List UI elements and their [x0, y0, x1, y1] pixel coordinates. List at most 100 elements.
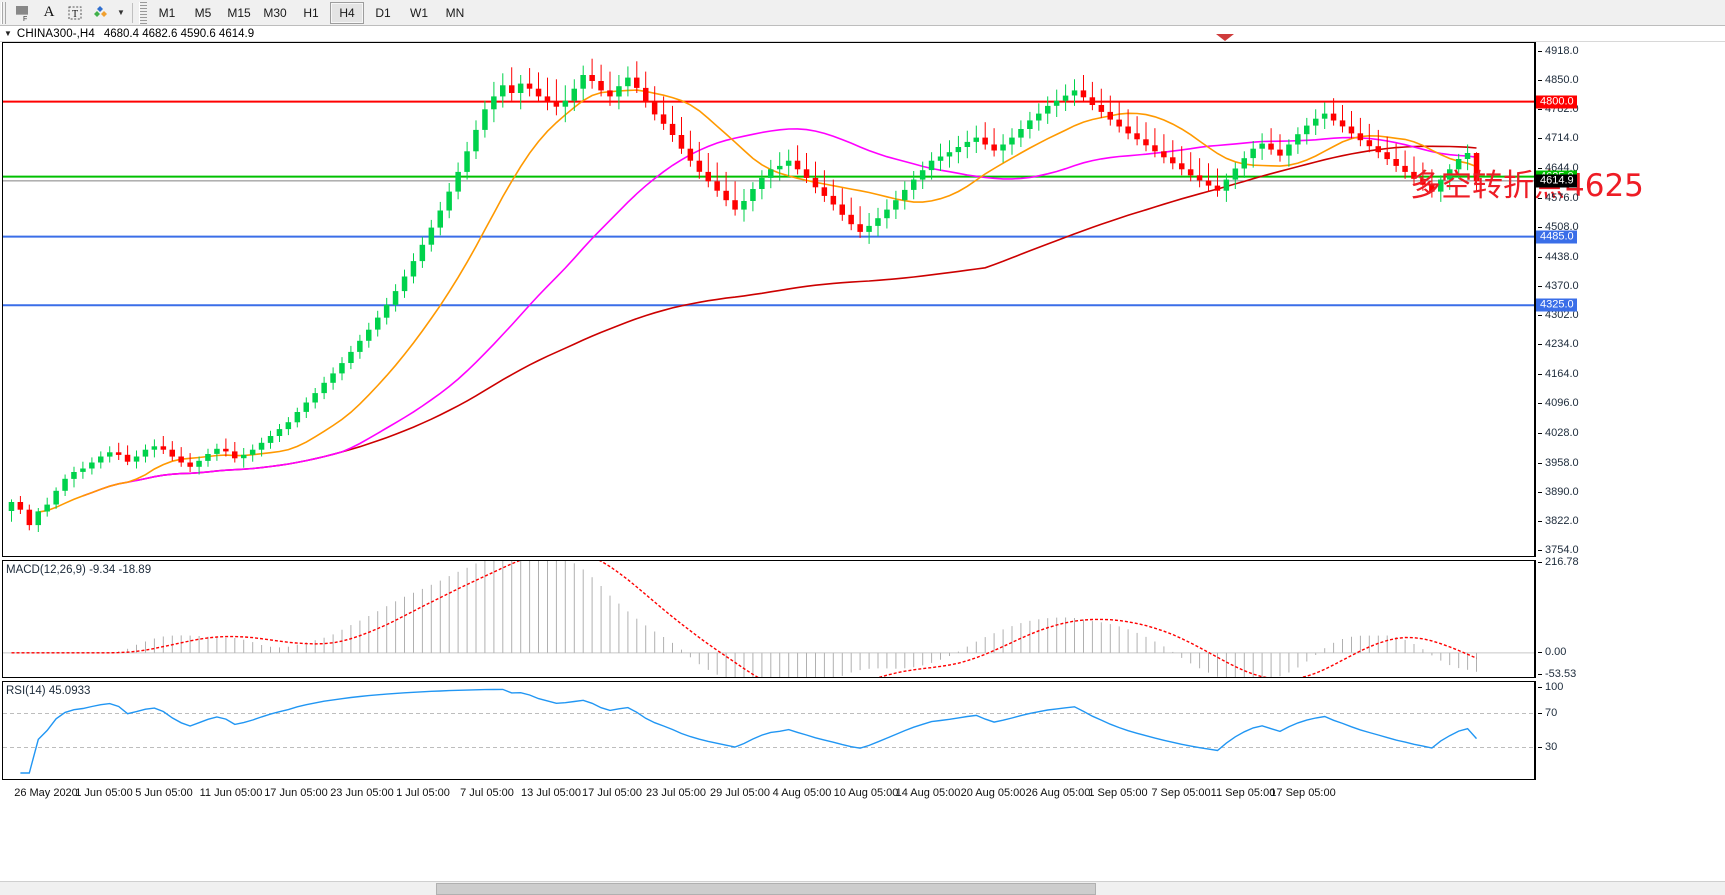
candle-body [526, 83, 533, 89]
candle-body [1089, 97, 1096, 105]
timeframe-bar-drag-handle[interactable] [139, 1, 147, 24]
timeframe-button-h4[interactable]: H4 [330, 1, 364, 24]
candle-body [1277, 149, 1283, 156]
time-tick-13: 10 Aug 05:00 [833, 787, 899, 799]
scroll-position-marker-icon [1216, 34, 1234, 41]
price-tick-4028-0: 4028.0 [1538, 426, 1579, 439]
candle-body [1473, 153, 1480, 182]
candle-body [464, 151, 470, 172]
objects-icon[interactable] [88, 1, 114, 25]
candle-body [1170, 157, 1176, 164]
support-4325[interactable]: 4325.0 [1536, 298, 1577, 312]
rsi-indicator-panel[interactable] [2, 681, 1535, 780]
candle-body [17, 502, 24, 510]
candle-body [1447, 169, 1453, 180]
candle-body [634, 77, 640, 88]
timeframe-button-w1[interactable]: W1 [410, 5, 428, 20]
time-tick-15: 20 Aug 05:00 [960, 787, 1026, 799]
candle-body [8, 502, 15, 511]
candle-body [1366, 140, 1373, 147]
time-tick-5: 23 Jun 05:00 [330, 787, 394, 799]
rsi-indicator-label: RSI(14) 45.0933 [6, 685, 91, 697]
time-tick-20: 17 Sep 05:00 [1270, 787, 1336, 799]
time-axis[interactable]: 26 May 2020 1 Jun 05:00 5 Jun 05:00 11 Jun … [0, 783, 1725, 807]
horizontal-scrollbar[interactable] [0, 881, 1725, 895]
candle-body [410, 261, 417, 277]
candle-body [1223, 179, 1230, 191]
candle-body [491, 96, 497, 110]
candle-body [205, 454, 211, 461]
timeframe-button-m15[interactable]: M15 [227, 5, 251, 20]
price-tick-4302-0: 4302.0 [1538, 309, 1579, 322]
candle-body [893, 200, 899, 210]
candle-body [178, 456, 184, 463]
candle-body [1116, 119, 1122, 127]
candle-body [1232, 168, 1239, 180]
last-price-4614[interactable]: 4614.9 [1536, 174, 1577, 188]
timeframe-button-mn[interactable]: MN [445, 5, 465, 20]
crosshair-icon[interactable]: F [10, 1, 36, 25]
candlestick-series [8, 58, 1480, 532]
price-chart-panel[interactable] [2, 42, 1535, 557]
candle-body [1036, 113, 1042, 121]
macd-tick-1: 0.00 [1537, 645, 1567, 658]
chart-area[interactable]: MACD(12,26,9) -9.34 -18.89 RSI(14) 45.09… [0, 34, 1725, 895]
rsi-axis-labels: 100 70 30 [1537, 681, 1723, 780]
candle-body [517, 83, 524, 93]
time-tick-9: 17 Jul 05:00 [582, 787, 642, 799]
candle-body [258, 442, 265, 450]
candle-body [580, 75, 586, 89]
candle-body [571, 88, 577, 101]
macd-axis-labels: 216.78 0.00 -53.53 [1537, 556, 1723, 680]
moving-average-slow-line [136, 145, 1477, 482]
candle-body [1464, 153, 1471, 159]
candle-body [902, 189, 908, 201]
candle-body [1107, 111, 1113, 120]
time-tick-8: 13 Jul 05:00 [521, 787, 581, 799]
rsi-tick-2: 30 [1537, 740, 1558, 753]
objects-dropdown-caret-icon[interactable]: ▼ [117, 8, 125, 17]
candle-body [1357, 133, 1364, 141]
candle-body [401, 276, 408, 292]
candle-body [1018, 129, 1024, 138]
time-tick-11: 29 Jul 05:00 [710, 787, 770, 799]
candle-body [214, 448, 220, 454]
moving-average-mid-line [82, 128, 1477, 497]
support-4485[interactable]: 4485.0 [1536, 230, 1577, 244]
resistance-4800[interactable]: 4800.0 [1536, 95, 1577, 109]
candle-body [107, 452, 113, 457]
chart-collapse-icon[interactable]: ▼ [4, 29, 12, 38]
main-toolbar: F A T ▼ M1 M5 M15 M30 H1 H4 D1 W1 MN [0, 0, 1725, 26]
price-axis-labels[interactable]: 4918.0 4850.0 4782.0 4714.0 4644.0 4576.0 4508… [1537, 42, 1723, 557]
symbol-name: CHINA300-,H4 [16, 27, 95, 40]
timeframe-button-h1[interactable]: H1 [303, 5, 319, 20]
text-label-icon[interactable]: T [62, 1, 88, 25]
price-tick-4714-0: 4714.0 [1538, 132, 1579, 145]
timeframe-button-m30[interactable]: M30 [263, 5, 287, 20]
toolbar-drag-handle[interactable] [1, 1, 8, 24]
timeframe-button-d1[interactable]: D1 [375, 5, 391, 20]
candle-body [1062, 95, 1069, 101]
price-tick-3890-0: 3890.0 [1538, 485, 1579, 498]
candle-body [1286, 144, 1292, 156]
candle-body [973, 137, 979, 142]
candle-body [169, 449, 175, 457]
candle-body [714, 181, 720, 191]
timeframe-button-m1[interactable]: M1 [158, 5, 176, 20]
chart-annotation-text[interactable]: 多空转折点4625 [1410, 168, 1644, 204]
time-tick-0: 26 May 2020 [14, 787, 78, 799]
candle-body [1205, 180, 1212, 186]
candle-body [535, 88, 542, 97]
timeframe-button-m5[interactable]: M5 [194, 5, 212, 20]
text-tool-icon[interactable]: A [43, 4, 55, 20]
horizontal-scrollbar-thumb[interactable] [436, 883, 1096, 895]
candle-body [142, 449, 149, 457]
candle-body [982, 137, 988, 145]
candle-body [1045, 105, 1051, 114]
candle-body [946, 152, 953, 157]
symbol-info-bar: ▼ CHINA300-,H4 4680.4 4682.6 4590.6 4614… [0, 26, 1725, 42]
time-tick-4: 17 Jun 05:00 [264, 787, 328, 799]
candle-body [312, 393, 318, 403]
macd-indicator-panel[interactable] [2, 560, 1535, 678]
candle-body [348, 351, 354, 363]
